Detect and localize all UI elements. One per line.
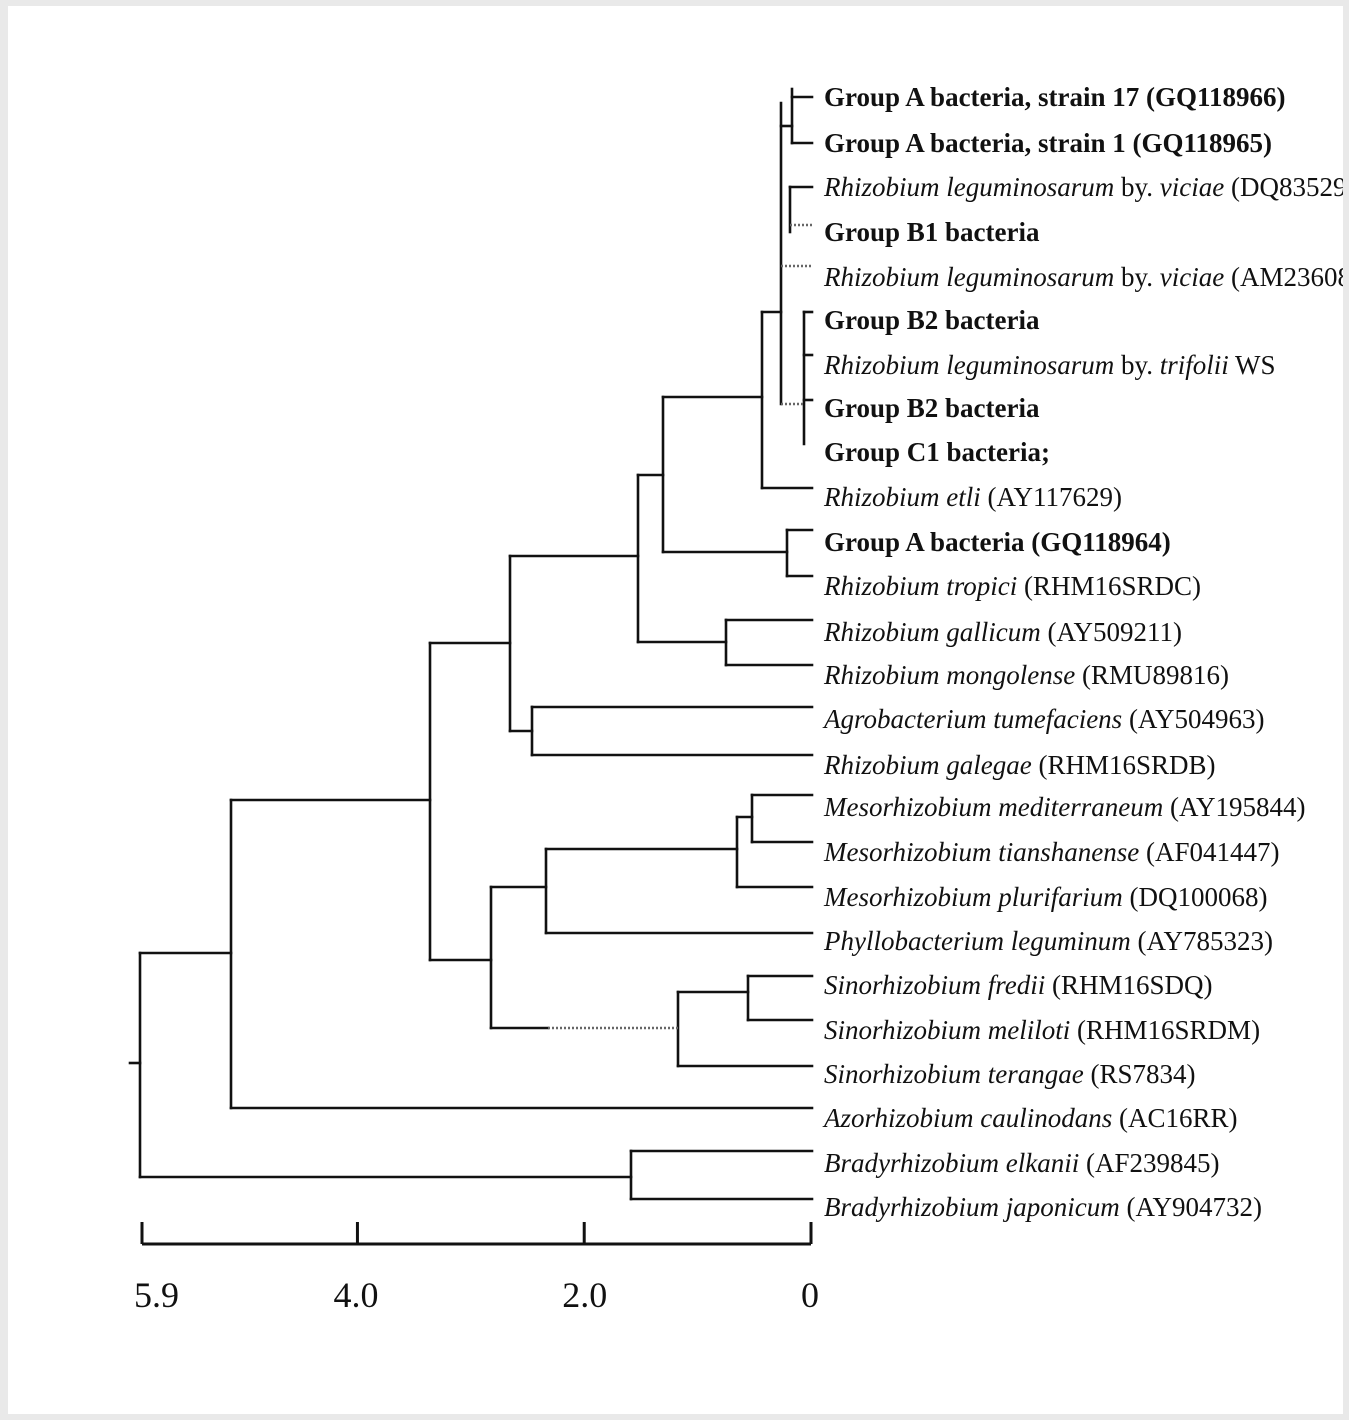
leaf-label-segment: Azorhizobium caulinodans — [822, 1103, 1112, 1133]
leaf-label-rgle: Rhizobium galegae (RHM16SRDB) — [823, 750, 1216, 780]
leaf-label-phyl: Phyllobacterium leguminum (AY785323) — [823, 926, 1273, 956]
leaf-label-agro: Agrobacterium tumefaciens (AY504963) — [822, 704, 1264, 734]
leaf-label-segment: Rhizobium mongolense — [823, 660, 1075, 690]
leaf-label-mmed: Mesorhizobium mediterraneum (AY195844) — [823, 792, 1306, 822]
leaf-label-segment: (AY509211) — [1041, 617, 1182, 647]
figure-panel: Group A bacteria, strain 17 (GQ118966) Gr… — [8, 6, 1343, 1414]
leaf-label-segment: (AY504963) — [1122, 704, 1264, 734]
leaf-label-segment: (AY785323) — [1131, 926, 1273, 956]
leaf-label-c1: Group C1 bacteria; — [824, 437, 1050, 467]
leaf-label-segment: Rhizobium tropici — [823, 571, 1017, 601]
leaf-label-segment: Sinorhizobium meliloti — [824, 1015, 1070, 1045]
leaf-label-segment: (AY195844) — [1163, 792, 1305, 822]
leaf-label-segment: Bradyrhizobium japonicum — [824, 1192, 1120, 1222]
leaf-label-segment: Group A bacteria, strain 1 (GQ118965) — [824, 128, 1272, 158]
leaf-label-segment: Rhizobium etli — [823, 482, 981, 512]
leaf-label-segment: (RHM16SRDM) — [1070, 1015, 1260, 1045]
leaf-label-retli: Rhizobium etli (AY117629) — [823, 482, 1122, 512]
leaf-labels: Group A bacteria, strain 17 (GQ118966) Gr… — [822, 82, 1343, 1222]
leaf-label-segment: Sinorhizobium terangae — [824, 1059, 1084, 1089]
distance-axis: 5.9 4.0 2.0 0 — [134, 1222, 819, 1315]
leaf-label-segment: Group B2 bacteria — [824, 393, 1040, 423]
leaf-label-segment: (AY904732) — [1120, 1192, 1262, 1222]
leaf-label-segment: Rhizobium leguminosarum — [823, 350, 1114, 380]
leaf-label-rlv2: Rhizobium leguminosarum by. viciae (AM23… — [823, 262, 1343, 292]
leaf-label-segment: (RS7834) — [1084, 1059, 1196, 1089]
leaf-label-a17: Group A bacteria, strain 17 (GQ118966) — [824, 82, 1286, 112]
leaf-label-a1: Group A bacteria, strain 1 (GQ118965) — [824, 128, 1272, 158]
leaf-label-segment: Mesorhizobium mediterraneum — [823, 792, 1163, 822]
leaf-label-segment: (DQ835292) — [1224, 172, 1343, 202]
leaf-label-segment: Rhizobium gallicum — [823, 617, 1041, 647]
leaf-label-segment: Agrobacterium tumefaciens — [822, 704, 1122, 734]
leaf-label-segment: Group A bacteria (GQ118964) — [824, 527, 1171, 557]
leaf-label-segment: (AF041447) — [1139, 837, 1279, 867]
leaf-label-segment: (AF239845) — [1079, 1148, 1219, 1178]
leaf-label-segment: (RHM16SDQ) — [1045, 970, 1212, 1000]
leaf-label-rgal: Rhizobium gallicum (AY509211) — [823, 617, 1182, 647]
leaf-label-rmon: Rhizobium mongolense (RMU89816) — [823, 660, 1229, 690]
leaf-label-segment: Rhizobium galegae — [823, 750, 1032, 780]
leaf-label-segment: Mesorhizobium tianshanense — [823, 837, 1139, 867]
leaf-label-segment: Rhizobium leguminosarum — [823, 172, 1114, 202]
leaf-label-ster: Sinorhizobium terangae (RS7834) — [824, 1059, 1196, 1089]
leaf-label-smel: Sinorhizobium meliloti (RHM16SRDM) — [824, 1015, 1260, 1045]
leaf-label-b2b: Group B2 bacteria — [824, 393, 1040, 423]
leaf-label-azor: Azorhizobium caulinodans (AC16RR) — [822, 1103, 1238, 1133]
leaf-label-segment: Group C1 bacteria; — [824, 437, 1050, 467]
dendrogram: Group A bacteria, strain 17 (GQ118966) Gr… — [128, 82, 1343, 1315]
leaf-label-mplu: Mesorhizobium plurifarium (DQ100068) — [823, 882, 1268, 912]
leaf-label-segment: (AY117629) — [981, 482, 1122, 512]
leaf-label-segment: Sinorhizobium fredii — [824, 970, 1045, 1000]
leaf-label-segment: by. — [1114, 262, 1160, 292]
leaf-label-segment: Group B1 bacteria — [824, 217, 1040, 247]
leaf-label-segment: (AM236080) — [1224, 262, 1343, 292]
leaf-label-rlv1: Rhizobium leguminosarum by. viciae (DQ83… — [823, 172, 1343, 202]
leaf-label-segment: (AC16RR) — [1112, 1103, 1237, 1133]
leaf-label-segment: viciae — [1160, 172, 1224, 202]
leaf-label-segment: trifolii — [1160, 350, 1229, 380]
leaf-label-segment: viciae — [1160, 262, 1224, 292]
leaf-label-belk: Bradyrhizobium elkanii (AF239845) — [824, 1148, 1219, 1178]
tree-branches — [128, 87, 814, 1201]
axis-tick-label: 4.0 — [333, 1275, 378, 1315]
leaf-label-segment: by. — [1114, 172, 1160, 202]
leaf-label-segment: Rhizobium leguminosarum — [823, 262, 1114, 292]
axis-tick-label: 5.9 — [134, 1275, 179, 1315]
leaf-label-segment: by. — [1114, 350, 1160, 380]
leaf-label-segment: (RHM16SRDC) — [1017, 571, 1201, 601]
leaf-label-sfre: Sinorhizobium fredii (RHM16SDQ) — [824, 970, 1213, 1000]
axis-tick-label: 2.0 — [562, 1275, 607, 1315]
leaf-label-segment: Group B2 bacteria — [824, 305, 1040, 335]
leaf-label-rlt: Rhizobium leguminosarum by. trifolii WS — [823, 350, 1276, 380]
leaf-label-bjap: Bradyrhizobium japonicum (AY904732) — [824, 1192, 1262, 1222]
leaf-label-b2a: Group B2 bacteria — [824, 305, 1040, 335]
axis-tick-label: 0 — [801, 1275, 819, 1315]
leaf-label-segment: Mesorhizobium plurifarium — [823, 882, 1123, 912]
leaf-label-segment: WS — [1229, 350, 1276, 380]
leaf-label-segment: Bradyrhizobium elkanii — [824, 1148, 1079, 1178]
leaf-label-segment: (RHM16SRDB) — [1032, 750, 1216, 780]
leaf-label-rtrop: Rhizobium tropici (RHM16SRDC) — [823, 571, 1201, 601]
leaf-label-segment: Phyllobacterium leguminum — [823, 926, 1131, 956]
leaf-label-segment: Group A bacteria, strain 17 (GQ118966) — [824, 82, 1286, 112]
leaf-label-b1: Group B1 bacteria — [824, 217, 1040, 247]
leaf-label-segment: (DQ100068) — [1123, 882, 1268, 912]
leaf-label-a64: Group A bacteria (GQ118964) — [824, 527, 1171, 557]
leaf-label-mtia: Mesorhizobium tianshanense (AF041447) — [823, 837, 1280, 867]
leaf-label-segment: (RMU89816) — [1075, 660, 1229, 690]
